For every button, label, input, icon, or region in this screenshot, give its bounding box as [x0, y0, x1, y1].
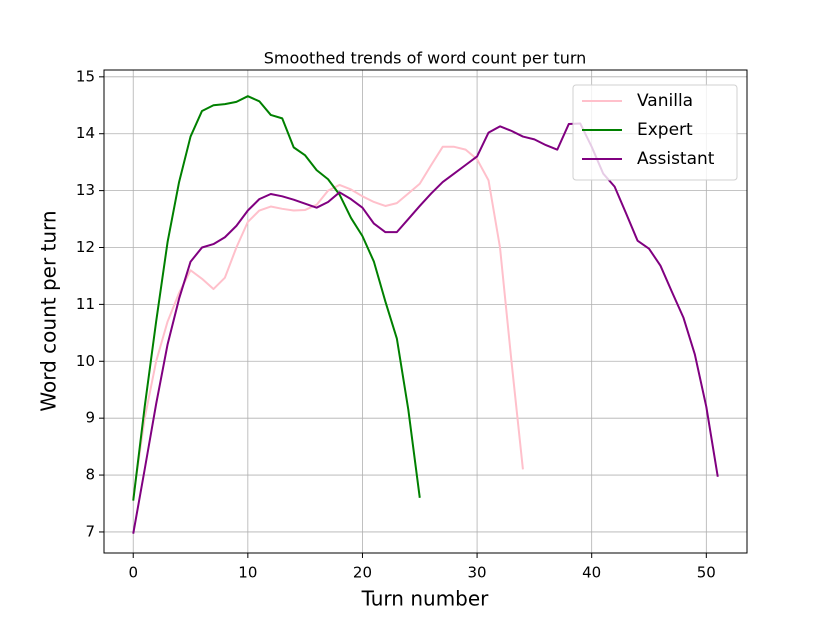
plot-frame [103, 69, 748, 554]
x-tick-label: 50 [697, 564, 716, 582]
chart-title: Smoothed trends of word count per turn [264, 49, 587, 68]
x-tick-label: 30 [468, 564, 487, 582]
y-tick-label: 13 [76, 181, 95, 199]
series-line [132, 95, 421, 501]
legend-box [572, 84, 738, 181]
y-tick-label: 7 [85, 522, 95, 540]
legend-label: Assistant [637, 149, 715, 169]
y-tick-label: 9 [85, 409, 95, 427]
y-tick-label: 8 [85, 466, 95, 484]
x-tick-label: 20 [353, 564, 372, 582]
legend-label: Expert [637, 120, 693, 140]
series-line [132, 145, 524, 498]
y-tick-label: 12 [76, 238, 95, 256]
x-axis-label: Turn number [361, 587, 490, 611]
legend-label: Vanilla [637, 91, 693, 111]
x-tick-label: 10 [238, 564, 257, 582]
y-tick-label: 15 [76, 67, 95, 85]
series-line [132, 122, 719, 534]
y-tick-label: 14 [76, 124, 95, 142]
y-tick-label: 11 [76, 295, 95, 313]
y-axis-label: Word count per turn [37, 210, 61, 411]
x-tick-label: 0 [128, 564, 138, 582]
x-tick-label: 40 [582, 564, 601, 582]
y-tick-label: 10 [76, 352, 95, 370]
